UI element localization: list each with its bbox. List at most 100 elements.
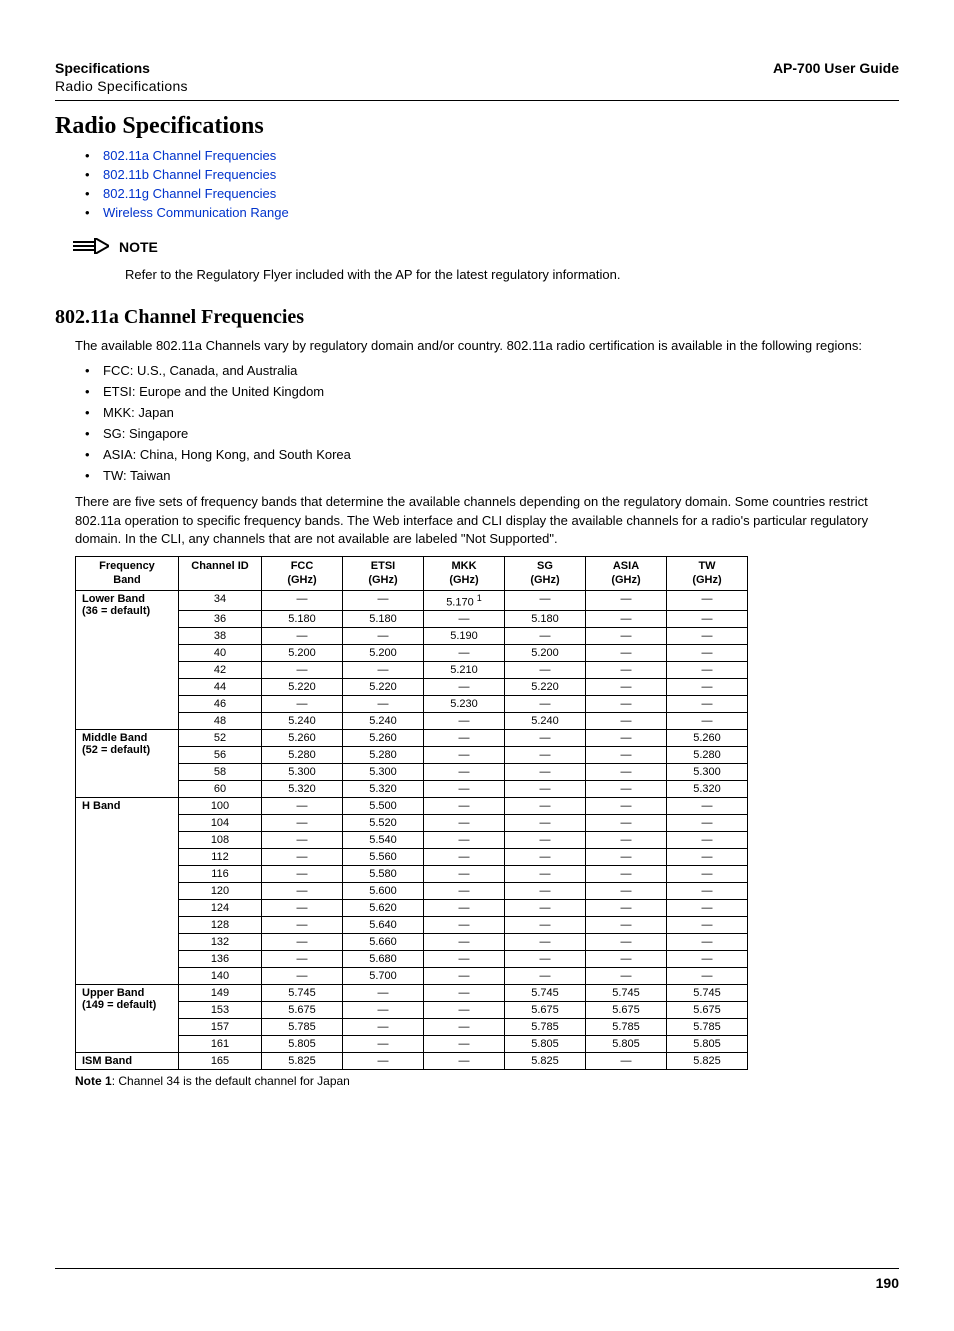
freq-cell: — (667, 662, 748, 679)
band-cell: Upper Band(149 = default) (76, 985, 179, 1053)
freq-cell: — (586, 747, 667, 764)
freq-cell: 5.240 (343, 713, 424, 730)
channel-id-cell: 124 (179, 900, 262, 917)
freq-cell: — (667, 679, 748, 696)
link-80211g[interactable]: 802.11g Channel Frequencies (103, 186, 276, 201)
freq-cell: — (424, 781, 505, 798)
freq-cell: — (505, 866, 586, 883)
freq-cell: — (343, 1019, 424, 1036)
header-subtitle: Radio Specifications (55, 78, 188, 94)
freq-cell: 5.260 (667, 730, 748, 747)
freq-cell: — (262, 866, 343, 883)
freq-cell: — (343, 628, 424, 645)
channel-id-cell: 100 (179, 798, 262, 815)
freq-cell: 5.680 (343, 951, 424, 968)
channel-id-cell: 140 (179, 968, 262, 985)
freq-cell: 5.785 (505, 1019, 586, 1036)
freq-cell: 5.200 (262, 645, 343, 662)
freq-cell: 5.200 (343, 645, 424, 662)
band-cell: H Band (76, 798, 179, 985)
freq-cell: 5.230 (424, 696, 505, 713)
page-title: Radio Specifications (55, 113, 899, 140)
freq-cell: 5.785 (262, 1019, 343, 1036)
link-wireless-range[interactable]: Wireless Communication Range (103, 205, 289, 220)
channel-id-cell: 149 (179, 985, 262, 1002)
band-cell: ISM Band (76, 1053, 179, 1070)
freq-cell: — (343, 590, 424, 611)
channel-id-cell: 60 (179, 781, 262, 798)
channel-id-cell: 46 (179, 696, 262, 713)
freq-cell: — (667, 815, 748, 832)
channel-id-cell: 116 (179, 866, 262, 883)
freq-cell: — (667, 866, 748, 883)
freq-cell: — (424, 985, 505, 1002)
freq-cell: — (667, 900, 748, 917)
freq-cell: — (586, 968, 667, 985)
freq-cell: — (667, 883, 748, 900)
freq-cell: — (667, 968, 748, 985)
freq-cell: — (424, 1053, 505, 1070)
section-a-para2: There are five sets of frequency bands t… (75, 493, 879, 548)
freq-cell: — (586, 730, 667, 747)
freq-cell: 5.825 (505, 1053, 586, 1070)
freq-cell: — (424, 713, 505, 730)
freq-cell: — (586, 883, 667, 900)
freq-cell: — (505, 832, 586, 849)
table-row: Upper Band(149 = default)1495.745——5.745… (76, 985, 748, 1002)
freq-cell: — (424, 730, 505, 747)
freq-cell: 5.825 (262, 1053, 343, 1070)
freq-cell: 5.500 (343, 798, 424, 815)
freq-cell: — (262, 628, 343, 645)
freq-cell: — (262, 883, 343, 900)
freq-cell: — (505, 798, 586, 815)
freq-cell: — (424, 1036, 505, 1053)
freq-cell: — (667, 696, 748, 713)
freq-cell: — (262, 951, 343, 968)
freq-cell: — (667, 917, 748, 934)
freq-cell: — (505, 730, 586, 747)
freq-cell: — (586, 590, 667, 611)
region-asia: ASIA: China, Hong Kong, and South Korea (85, 447, 899, 462)
freq-cell: 5.700 (343, 968, 424, 985)
band-cell: Middle Band(52 = default) (76, 730, 179, 798)
freq-cell: 5.280 (262, 747, 343, 764)
channel-id-cell: 34 (179, 590, 262, 611)
freq-cell: — (505, 934, 586, 951)
header-left: Specifications Radio Specifications (55, 60, 188, 94)
freq-cell: 5.300 (343, 764, 424, 781)
freq-cell: — (424, 832, 505, 849)
freq-cell: — (505, 815, 586, 832)
freq-cell: 5.805 (667, 1036, 748, 1053)
freq-cell: — (262, 917, 343, 934)
channel-id-cell: 58 (179, 764, 262, 781)
frequency-table: FrequencyBandChannel IDFCC(GHz)ETSI(GHz)… (75, 556, 748, 1070)
freq-cell: — (424, 747, 505, 764)
freq-cell: — (667, 611, 748, 628)
freq-cell: 5.745 (262, 985, 343, 1002)
link-80211b[interactable]: 802.11b Channel Frequencies (103, 167, 276, 182)
freq-cell: — (667, 849, 748, 866)
freq-cell: — (262, 815, 343, 832)
note-text: Refer to the Regulatory Flyer included w… (125, 266, 899, 284)
channel-id-cell: 136 (179, 951, 262, 968)
freq-cell: — (424, 866, 505, 883)
freq-cell: — (424, 968, 505, 985)
footnote-bold: Note 1 (75, 1074, 112, 1088)
freq-cell: — (667, 713, 748, 730)
freq-cell: 5.180 (343, 611, 424, 628)
band-cell: Lower Band(36 = default) (76, 590, 179, 730)
link-80211a[interactable]: 802.11a Channel Frequencies (103, 148, 276, 163)
freq-cell: — (424, 951, 505, 968)
freq-cell: — (505, 917, 586, 934)
channel-id-cell: 38 (179, 628, 262, 645)
table-header-row: FrequencyBandChannel IDFCC(GHz)ETSI(GHz)… (76, 556, 748, 590)
channel-id-cell: 161 (179, 1036, 262, 1053)
freq-cell: — (505, 696, 586, 713)
freq-cell: — (262, 590, 343, 611)
freq-cell: 5.660 (343, 934, 424, 951)
freq-cell: — (424, 934, 505, 951)
freq-cell: 5.675 (505, 1002, 586, 1019)
freq-cell: — (667, 951, 748, 968)
freq-cell: — (262, 934, 343, 951)
freq-cell: — (586, 781, 667, 798)
